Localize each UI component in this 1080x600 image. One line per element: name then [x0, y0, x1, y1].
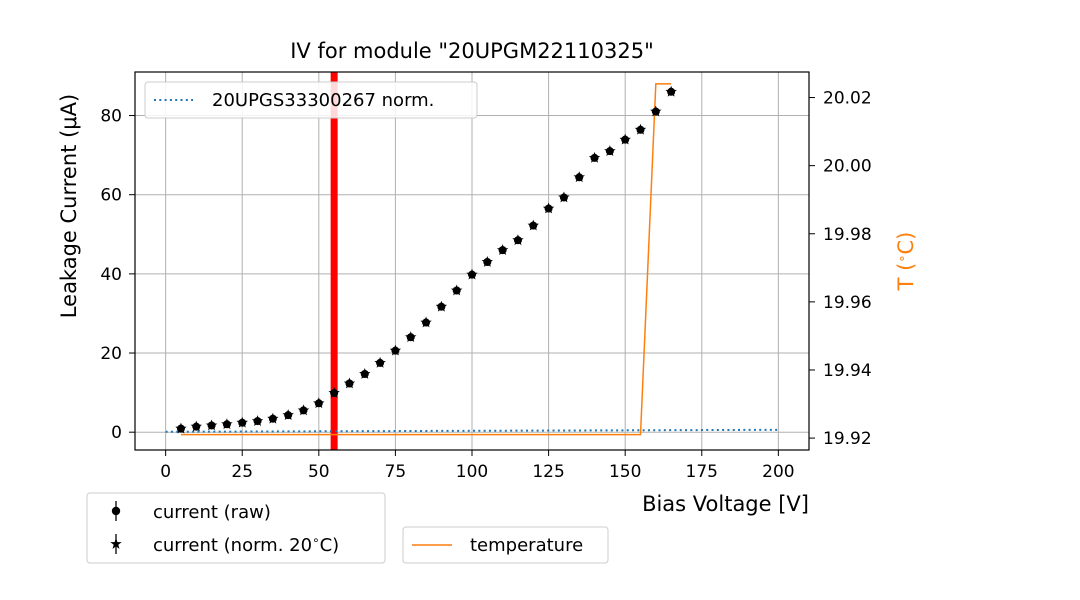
y-axis-label: Leakage Current (μA)	[57, 94, 81, 318]
y-tick-label: 0	[111, 423, 122, 443]
x-tick-label: 150	[609, 462, 641, 482]
norm-current-point	[588, 151, 601, 163]
legend-temperature-frame	[402, 526, 609, 564]
norm-current-point	[175, 422, 187, 434]
right-tick-label: 19.94	[823, 361, 872, 381]
legend-inner-frame	[144, 81, 478, 119]
reference-line-group	[165, 428, 779, 433]
temperature-line-group	[180, 83, 672, 436]
norm-current-point	[650, 105, 662, 117]
chart-title: IV for module "20UPGM22110325"	[290, 39, 654, 63]
legend-norm-degree: ∘	[312, 533, 320, 547]
norm-current-point	[313, 397, 325, 409]
norm-current-point	[573, 171, 585, 183]
legend-norm-marker	[110, 538, 122, 549]
norm-current-point	[665, 85, 677, 97]
reference-line	[165, 428, 779, 433]
y-tick-label: 20	[100, 344, 122, 364]
x-axis-ticks: 0 25 50 75 100 125 150 175 200	[160, 450, 795, 482]
right-tick-label: 20.00	[823, 157, 872, 177]
norm-current-point	[420, 316, 432, 328]
x-tick-label: 0	[160, 462, 171, 482]
right-axis-label: T (∘C)	[894, 232, 918, 292]
x-tick-label: 25	[231, 462, 253, 482]
legend-norm-unit: C)	[320, 535, 340, 556]
right-axis-label-prefix: T (	[894, 263, 918, 292]
y-tick-label: 40	[100, 265, 122, 285]
legend-current: current (raw) current (norm. 20∘C)	[86, 492, 386, 564]
norm-current-point	[435, 300, 448, 312]
temperature-line	[180, 83, 672, 436]
right-tick-label: 19.92	[823, 429, 872, 449]
right-axis-ticks: 19.92 19.94 19.96 19.98 20.00 20.02	[809, 89, 872, 449]
right-tick-label: 19.98	[823, 225, 872, 245]
x-tick-label: 125	[532, 462, 564, 482]
norm-current-point	[328, 387, 340, 398]
norm-current-point	[512, 234, 524, 246]
legend-temperature-label: temperature	[470, 535, 583, 556]
norm-current-point	[221, 418, 233, 430]
y-axis-ticks: 0 20 40 60 80	[100, 107, 135, 443]
legend-reference-line-label: 20UPGS33300267 norm.	[212, 90, 434, 111]
x-tick-label: 175	[686, 462, 718, 482]
legend-raw-label: current (raw)	[153, 502, 271, 523]
norm-current-point	[374, 356, 386, 368]
norm-current-point	[558, 191, 570, 203]
norm-current-point	[634, 123, 647, 135]
x-tick-label: 200	[762, 462, 794, 482]
x-axis-label: Bias Voltage [V]	[642, 492, 809, 516]
right-tick-label: 20.02	[823, 89, 872, 109]
y-tick-label: 60	[100, 186, 122, 206]
x-tick-label: 75	[385, 462, 407, 482]
norm-current-point	[450, 284, 463, 296]
norm-current-point	[527, 219, 539, 231]
right-tick-label: 19.96	[823, 293, 872, 313]
legend-norm-label: current (norm. 20∘C)	[153, 533, 339, 556]
norm-current-point	[267, 412, 279, 424]
norm-current-point	[236, 416, 248, 428]
legend-norm-label-text: current (norm. 20	[153, 535, 312, 556]
norm-current-point	[297, 404, 310, 416]
norm-current-point	[496, 244, 509, 255]
norm-current-point	[481, 255, 494, 267]
legend-raw-marker	[111, 506, 121, 516]
x-tick-label: 100	[456, 462, 488, 482]
legend-temperature: temperature	[402, 526, 609, 564]
norm-current-point	[389, 344, 402, 356]
norm-current-point	[542, 202, 555, 214]
norm-current-point	[604, 145, 616, 157]
norm-current-point	[359, 368, 371, 379]
legend-current-frame	[86, 492, 386, 564]
data-points	[175, 85, 677, 434]
x-tick-label: 50	[308, 462, 330, 482]
norm-current-point	[251, 415, 264, 426]
right-axis-label-suffix: C)	[894, 232, 918, 255]
norm-current-point	[282, 409, 294, 421]
legend-inner: 20UPGS33300267 norm.	[144, 81, 478, 119]
norm-current-point	[619, 133, 631, 145]
norm-current-point	[190, 420, 202, 432]
norm-current-point	[466, 268, 478, 280]
right-axis-label-degree: ∘	[895, 255, 910, 263]
norm-current-point	[205, 419, 218, 431]
norm-current-point	[405, 331, 417, 343]
y-tick-label: 80	[100, 107, 122, 127]
norm-current-point	[343, 377, 356, 389]
